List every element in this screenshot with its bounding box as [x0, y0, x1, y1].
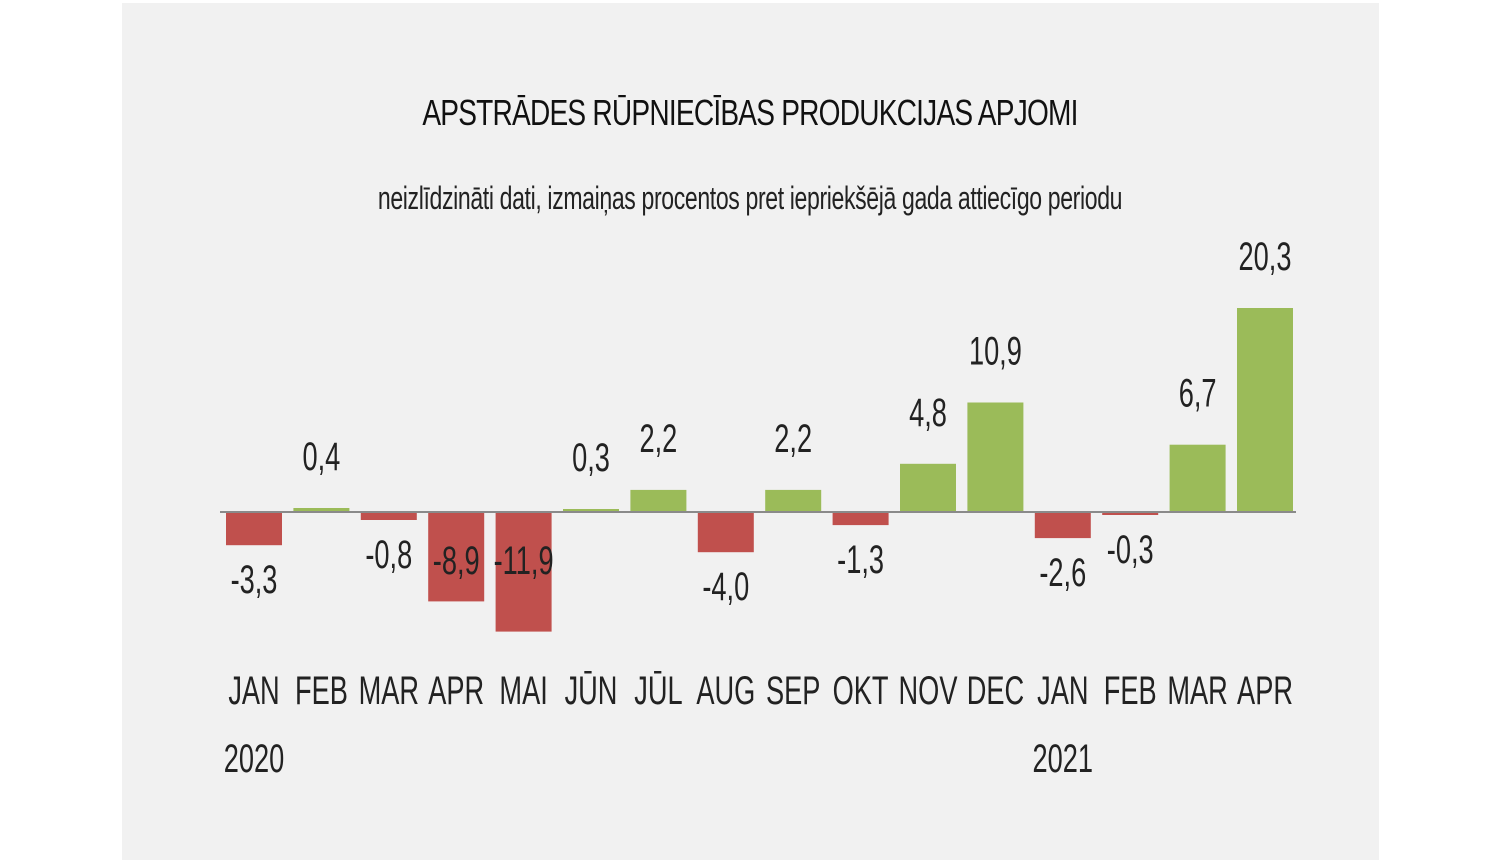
- value-label-9: 2,2: [774, 417, 812, 461]
- value-label-7: 2,2: [640, 417, 678, 461]
- category-label-16: APR: [1237, 669, 1293, 713]
- value-label-11: 4,8: [909, 391, 947, 435]
- value-label-10: -1,3: [837, 538, 884, 582]
- value-label-2: 0,4: [303, 435, 341, 479]
- category-label-7: JŪL: [634, 669, 682, 713]
- bar-13: [1034, 512, 1091, 539]
- category-label-14: FEB: [1104, 669, 1157, 713]
- bar-6: [563, 509, 619, 512]
- category-label-8: AUG: [696, 669, 755, 713]
- category-label-11: NOV: [899, 669, 958, 713]
- value-label-8: -4,0: [702, 565, 749, 609]
- bar-9: [765, 489, 822, 512]
- bar-2: [293, 508, 350, 512]
- value-label-16: 20,3: [1239, 235, 1292, 279]
- bar-14: [1102, 512, 1159, 515]
- bar-3: [360, 512, 417, 520]
- bar-4: [428, 512, 485, 602]
- category-label-12: DEC: [967, 669, 1024, 713]
- value-label-14: -0,3: [1107, 528, 1154, 572]
- value-label-13: -2,6: [1039, 551, 1086, 595]
- bar-11: [900, 463, 956, 512]
- value-label-3: -0,8: [365, 533, 412, 577]
- category-label-2: FEB: [295, 669, 348, 713]
- category-label-6: JŪN: [565, 669, 618, 713]
- bar-1: [226, 512, 282, 546]
- bar-5: [495, 512, 552, 632]
- chart-subtitle: neizlīdzināti dati, izmaiņas procentos p…: [377, 180, 1123, 216]
- bar-8: [697, 512, 754, 553]
- bar-7: [630, 489, 687, 512]
- value-label-12: 10,9: [969, 329, 1022, 373]
- value-labels-group: -3,3 0,4 -0,8 -8,9 -11,9 0,3 2,2 -4,0 2,2 -1,3 4,8…: [231, 235, 1292, 610]
- value-label-4: -8,9: [433, 539, 480, 583]
- category-label-3: MAR: [359, 669, 419, 713]
- bars-group: [226, 308, 1293, 632]
- category-label-10: OKT: [833, 669, 889, 713]
- category-label-15: MAR: [1167, 669, 1227, 713]
- chart-title: APSTRĀDES RŪPNIECĪBAS PRODUKCIJAS APJOMI: [422, 92, 1078, 133]
- bar-12: [967, 402, 1024, 512]
- value-label-5: -11,9: [494, 539, 554, 583]
- year-label-2020: 2020: [224, 737, 284, 781]
- value-label-1: -3,3: [231, 558, 278, 602]
- value-label-15: 6,7: [1179, 372, 1217, 416]
- category-label-4: APR: [428, 669, 484, 713]
- value-label-6: 0,3: [572, 436, 610, 480]
- bar-15: [1169, 444, 1226, 512]
- bar-10: [832, 512, 889, 526]
- bar-16: [1237, 308, 1293, 512]
- category-label-9: SEP: [766, 669, 820, 713]
- category-label-5: MAI: [499, 669, 547, 713]
- year-label-2021: 2021: [1033, 737, 1093, 781]
- category-label-1: JAN: [228, 669, 279, 713]
- category-label-13: JAN: [1037, 669, 1088, 713]
- category-labels-group: JAN FEB MAR APR MAI JŪN JŪL AUG SEP OKT NOV DEC JAN F…: [224, 669, 1293, 781]
- chart-card: [122, 3, 1379, 860]
